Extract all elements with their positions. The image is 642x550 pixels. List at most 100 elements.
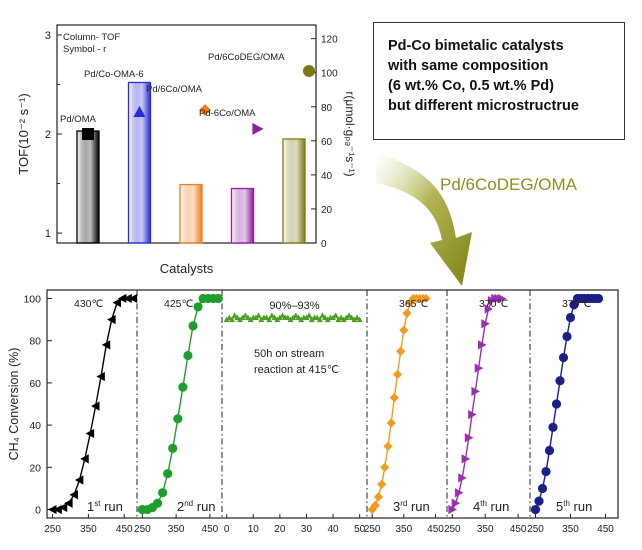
data-point bbox=[474, 363, 484, 373]
run-label-superscript: rd bbox=[400, 499, 407, 508]
data-point bbox=[101, 340, 111, 350]
y-tick-label: 20 bbox=[29, 462, 41, 474]
series-line bbox=[142, 297, 219, 511]
data-point bbox=[292, 312, 299, 318]
run-label-superscript: th bbox=[563, 499, 570, 508]
data-point bbox=[421, 293, 431, 304]
data-point bbox=[551, 399, 562, 409]
data-point bbox=[64, 498, 73, 508]
x-tick-label: 250 bbox=[527, 524, 544, 535]
temperature-label: 425℃ bbox=[164, 298, 194, 310]
rate-marker bbox=[199, 104, 211, 117]
data-point bbox=[468, 409, 477, 420]
x-tick-label: 350 bbox=[562, 524, 579, 535]
run-label: 1st run bbox=[87, 499, 123, 514]
tof-bar bbox=[76, 130, 100, 244]
tof-bar-chart: 1 2 3 0 20 40 60 80 100 120 TOF(10⁻² s⁻¹) r(μmol·gₚ… bbox=[16, 24, 357, 276]
data-point bbox=[356, 316, 363, 323]
data-point bbox=[228, 316, 235, 323]
x-axis-title: Catalysts bbox=[160, 261, 214, 276]
y-left-axis-title: TOF(10⁻² s⁻¹) bbox=[16, 93, 31, 174]
data-point bbox=[565, 312, 576, 323]
data-point bbox=[306, 312, 313, 318]
stability-range-label: 90%–93% bbox=[269, 300, 319, 312]
x-tick-label: 10 bbox=[248, 524, 260, 535]
data-point bbox=[244, 314, 251, 320]
data-point bbox=[183, 350, 193, 361]
data-point bbox=[471, 386, 480, 396]
data-point bbox=[163, 469, 173, 479]
x-tick-label: 0 bbox=[224, 524, 230, 535]
data-point bbox=[335, 316, 342, 323]
data-point bbox=[287, 316, 294, 323]
run-label-superscript: st bbox=[94, 499, 101, 508]
data-point bbox=[258, 316, 265, 323]
x-tick-label: 350 bbox=[477, 524, 494, 535]
data-point bbox=[338, 314, 345, 320]
data-point bbox=[340, 316, 347, 323]
x-tick-label: 450 bbox=[427, 524, 444, 535]
data-point bbox=[90, 401, 100, 411]
data-point bbox=[370, 500, 380, 510]
data-point bbox=[405, 298, 415, 308]
callout-line: with same composition bbox=[388, 58, 549, 74]
y-tick-label: 0 bbox=[35, 505, 41, 517]
tof-bar bbox=[230, 187, 255, 244]
data-point bbox=[324, 316, 331, 323]
data-point bbox=[284, 314, 291, 320]
run-label-suffix: run bbox=[100, 499, 122, 514]
rate-marker bbox=[303, 64, 315, 77]
y-right-tick-label: 80 bbox=[321, 103, 333, 114]
data-point bbox=[263, 314, 270, 320]
data-point bbox=[123, 293, 132, 304]
data-point bbox=[295, 314, 302, 320]
run-label-suffix: run bbox=[570, 499, 592, 514]
data-point bbox=[276, 314, 283, 320]
data-point bbox=[223, 316, 230, 323]
data-point bbox=[367, 504, 377, 515]
callout-box: Pd-Co bimetalic catalysts with same comp… bbox=[373, 22, 625, 140]
data-point bbox=[58, 502, 68, 513]
data-point bbox=[128, 293, 138, 304]
data-point bbox=[389, 393, 399, 403]
data-point bbox=[80, 454, 89, 464]
data-point bbox=[351, 316, 358, 323]
category-label: Pd/6Co/OMA bbox=[146, 84, 203, 95]
data-point bbox=[152, 498, 163, 508]
plot-frame bbox=[46, 289, 619, 519]
data-point bbox=[279, 312, 286, 318]
data-point bbox=[268, 312, 275, 318]
temperature-label: 370℃ bbox=[562, 298, 592, 310]
run-label-superscript: th bbox=[480, 499, 487, 508]
data-point bbox=[354, 314, 361, 320]
y-right-tick-label: 0 bbox=[321, 239, 327, 250]
data-point bbox=[399, 325, 409, 335]
data-point bbox=[322, 314, 329, 320]
y-tick-label: 40 bbox=[29, 420, 41, 432]
data-point bbox=[303, 314, 310, 320]
tof-bar bbox=[127, 81, 152, 244]
data-point bbox=[226, 314, 233, 320]
data-point bbox=[178, 382, 188, 392]
y-tick-label: 100 bbox=[23, 293, 41, 305]
data-point bbox=[69, 490, 78, 500]
data-point bbox=[252, 314, 259, 320]
tof-bar bbox=[179, 183, 203, 244]
data-point bbox=[112, 298, 121, 308]
y-left-tick-label: 3 bbox=[45, 30, 51, 42]
category-label: Pd/OMA bbox=[60, 114, 97, 125]
x-tick-label: 350 bbox=[168, 524, 185, 535]
run-label-suffix: run bbox=[407, 499, 429, 514]
category-label: Pd-6Co/OMA bbox=[199, 108, 256, 119]
x-tick-label: 250 bbox=[44, 524, 61, 535]
data-point bbox=[562, 331, 572, 342]
x-tick-label: 250 bbox=[364, 524, 381, 535]
data-point bbox=[290, 314, 297, 320]
x-tick-label: 250 bbox=[444, 524, 461, 535]
data-point bbox=[271, 314, 278, 320]
y-right-tick-label: 40 bbox=[321, 171, 333, 182]
x-tick-label: 40 bbox=[328, 524, 340, 535]
run-label: 2nd run bbox=[177, 499, 216, 514]
data-point bbox=[534, 496, 544, 506]
